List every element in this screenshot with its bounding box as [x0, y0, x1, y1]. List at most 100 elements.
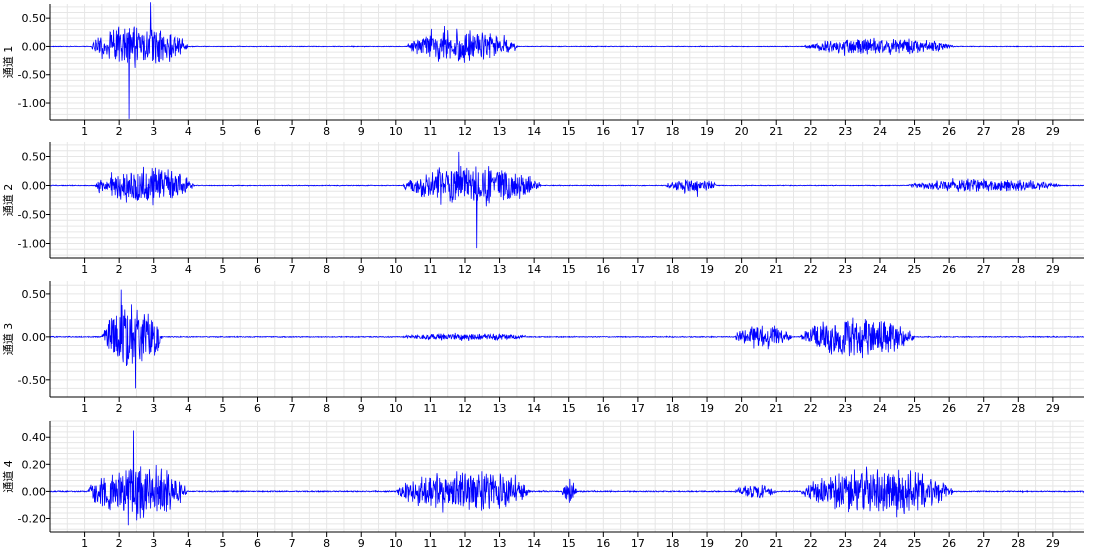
x-tick-label: 27 [977, 263, 991, 276]
y-tick-label: 0.50 [22, 151, 47, 164]
x-tick-label: 3 [150, 402, 157, 415]
y-axis-title: 通道 3 [1, 323, 15, 356]
x-tick-label: 23 [838, 537, 852, 550]
x-tick-label: 23 [838, 125, 852, 138]
x-tick-label: 9 [358, 402, 365, 415]
x-tick-label: 18 [665, 402, 679, 415]
x-tick-label: 8 [323, 402, 330, 415]
x-tick-label: 3 [150, 263, 157, 276]
x-tick-label: 6 [254, 537, 261, 550]
x-tick-label: 14 [527, 402, 541, 415]
x-tick-label: 10 [389, 125, 403, 138]
x-tick-label: 29 [1046, 402, 1060, 415]
y-axis-title: 通道 4 [1, 460, 15, 493]
x-tick-label: 1 [81, 125, 88, 138]
x-tick-label: 17 [631, 537, 645, 550]
x-tick-label: 16 [596, 402, 610, 415]
x-tick-label: 5 [219, 263, 226, 276]
x-tick-label: 21 [769, 125, 783, 138]
x-tick-label: 19 [700, 263, 714, 276]
x-tick-label: 2 [116, 125, 123, 138]
x-tick-label: 20 [735, 125, 749, 138]
x-tick-label: 11 [423, 402, 437, 415]
x-tick-label: 24 [873, 125, 887, 138]
x-tick-label: 17 [631, 402, 645, 415]
x-tick-label: 14 [527, 537, 541, 550]
x-tick-label: 12 [458, 125, 472, 138]
y-tick-label: 0.40 [22, 431, 47, 444]
x-tick-label: 22 [804, 537, 818, 550]
x-tick-label: 26 [942, 263, 956, 276]
x-tick-label: 12 [458, 402, 472, 415]
y-tick-label: 0.00 [22, 331, 47, 344]
y-axis-title: 通道 1 [1, 46, 15, 79]
x-tick-label: 17 [631, 125, 645, 138]
grid [49, 281, 1084, 397]
x-tick-label: 29 [1046, 263, 1060, 276]
x-tick-label: 6 [254, 125, 261, 138]
x-tick-label: 20 [735, 402, 749, 415]
y-axis-title: 通道 2 [1, 184, 15, 217]
x-tick-label: 6 [254, 402, 261, 415]
x-tick-label: 22 [804, 263, 818, 276]
x-tick-label: 13 [493, 537, 507, 550]
x-tick-label: 5 [219, 125, 226, 138]
x-tick-label: 18 [665, 125, 679, 138]
y-tick-label: -0.50 [18, 69, 46, 82]
y-tick-label: 0.20 [22, 458, 47, 471]
x-tick-label: 12 [458, 263, 472, 276]
grid [49, 142, 1084, 258]
y-tick-label: -1.00 [18, 238, 46, 251]
grid [49, 420, 1084, 532]
x-tick-label: 8 [323, 537, 330, 550]
channel-panel-4: 0.400.200.00-0.201 2 3 4 5 6 7 8 9 10 11 12 13 14 15 16… [1, 420, 1085, 550]
x-tick-label: 2 [116, 263, 123, 276]
channel-panel-1: 0.500.00-0.50-1.001 2 3 4 5 6 7 8 9 10 11 12 13 14 15 1… [1, 2, 1084, 138]
x-tick-label: 11 [423, 125, 437, 138]
x-tick-label: 22 [804, 125, 818, 138]
x-tick-label: 9 [358, 263, 365, 276]
x-tick-label: 20 [735, 263, 749, 276]
waveform-series [50, 430, 1085, 526]
x-tick-label: 16 [596, 537, 610, 550]
x-tick-label: 27 [977, 125, 991, 138]
x-tick-label: 23 [838, 402, 852, 415]
x-tick-label: 2 [116, 537, 123, 550]
y-tick-label: 0.50 [22, 12, 47, 25]
x-tick-label: 4 [185, 125, 192, 138]
x-tick-label: 9 [358, 537, 365, 550]
x-tick-label: 19 [700, 125, 714, 138]
x-tick-label: 25 [908, 125, 922, 138]
y-tick-label: 0.00 [22, 180, 47, 193]
x-tick-label: 1 [81, 537, 88, 550]
x-tick-label: 25 [908, 263, 922, 276]
y-tick-label: -0.50 [18, 374, 46, 387]
x-tick-label: 1 [81, 402, 88, 415]
y-tick-label: -1.00 [18, 97, 46, 110]
x-tick-label: 8 [323, 263, 330, 276]
x-tick-label: 18 [665, 263, 679, 276]
x-tick-label: 15 [562, 263, 576, 276]
x-tick-label: 15 [562, 125, 576, 138]
y-tick-label: -0.50 [18, 209, 46, 222]
x-tick-label: 6 [254, 263, 261, 276]
x-tick-label: 23 [838, 263, 852, 276]
x-tick-label: 24 [873, 537, 887, 550]
x-tick-label: 13 [493, 125, 507, 138]
waveform-series [49, 2, 1084, 119]
y-tick-label: 0.00 [22, 485, 47, 498]
x-tick-label: 14 [527, 125, 541, 138]
x-tick-label: 22 [804, 402, 818, 415]
x-tick-label: 3 [150, 537, 157, 550]
x-tick-label: 14 [527, 263, 541, 276]
x-tick-label: 4 [185, 402, 192, 415]
waveform-series [49, 151, 1085, 249]
y-tick-label: 0.50 [22, 288, 47, 301]
x-tick-label: 13 [493, 263, 507, 276]
x-tick-label: 20 [735, 537, 749, 550]
x-tick-label: 15 [562, 402, 576, 415]
x-tick-label: 26 [942, 402, 956, 415]
x-tick-label: 12 [458, 537, 472, 550]
x-tick-label: 13 [493, 402, 507, 415]
